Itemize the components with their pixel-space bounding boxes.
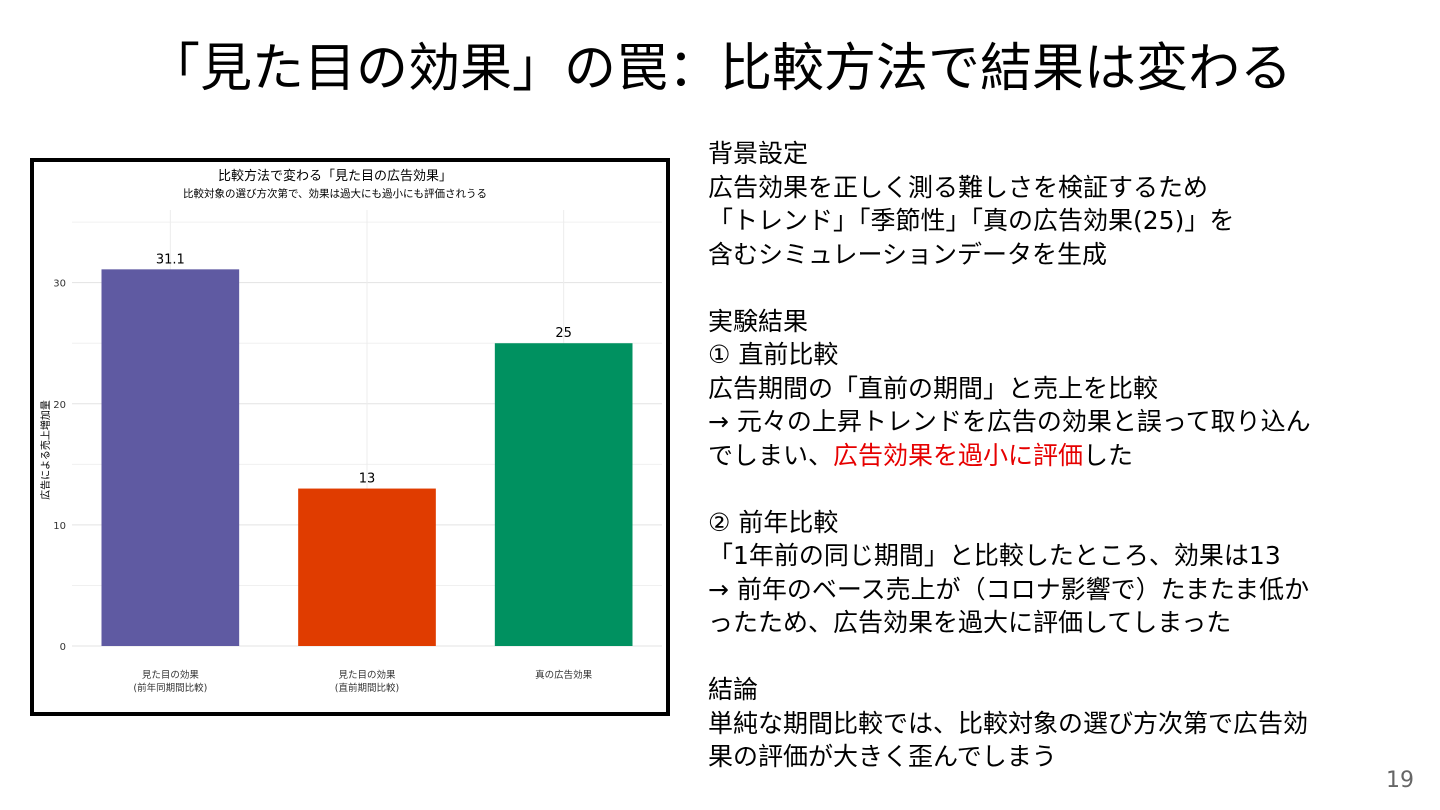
x-category-label: (直前期間比較) [335,682,399,694]
x-category-label: (前年同期間比較) [133,682,207,694]
result-1-line-1: 広告期間の「直前の期間」と売上を比較 [708,373,1159,403]
bar-chart: 比較方法で変わる「見た目の広告効果」 比較対象の選び方次第で、効果は過大にも過小… [39,168,662,694]
conclusion-line-1: 単純な期間比較では、比較対象の選び方次第で広告効 [708,708,1309,738]
conclusion-line-2: 果の評価が大きく歪んでしまう [708,742,1057,771]
result-1-line-3-post: した [1083,440,1134,470]
result-2-heading: ② 前年比較 [708,507,839,537]
background-heading: 背景設定 [708,139,809,168]
page-number: 19 [1386,768,1414,793]
spacer [708,472,1408,506]
y-tick-label: 30 [53,279,66,290]
result-1-line-2: → 元々の上昇トレンドを広告の効果と誤って取り込ん [708,407,1311,436]
body-text: 背景設定 広告効果を正しく測る難しさを検証するため 「トレンド」「季節性」「真の… [708,137,1408,774]
underestimate-highlight: 広告効果を過小に評価 [833,440,1084,470]
x-category-label: 見た目の効果 [338,669,396,681]
x-categories: 見た目の効果(前年同期間比較)見た目の効果(直前期間比較)真の広告効果 [133,669,592,694]
data-label: 13 [359,472,376,487]
y-tick-label: 0 [60,642,66,653]
result-2-line-1: 「1年前の同じ期間」と比較したところ、効果は13 [708,541,1281,570]
result-1-line-3: でしまい、広告効果を過小に評価した [708,439,1408,473]
chart-title: 比較方法で変わる「見た目の広告効果」 [218,168,452,184]
bar [494,343,633,646]
data-label: 25 [555,326,572,341]
x-category-label: 真の広告効果 [535,669,593,681]
result-1-heading: ① 直前比較 [708,340,839,369]
bar [101,269,240,646]
data-labels: 31.1 13 25 [156,252,572,486]
spacer [708,640,1408,674]
background-line-2: 「トレンド」「季節性」「真の広告効果(25)」を [708,206,1235,235]
y-ticks: 0 10 20 30 [53,279,66,653]
spacer [708,271,1408,305]
y-tick-label: 20 [53,400,66,411]
chart-subtitle: 比較対象の選び方次第で、効果は過大にも過小にも評価されうる [183,187,487,200]
result-2-line-3: ったため、広告効果を過大に評価してしまった [708,608,1232,637]
conclusion-heading: 結論 [708,675,759,704]
slide-title: 「見た目の効果」の罠：比較方法で結果は変わる [147,39,1292,99]
y-axis-label: 広告による売上増加量 [39,400,52,500]
background-line-1: 広告効果を正しく測る難しさを検証するため [708,172,1209,202]
data-label: 31.1 [156,252,185,267]
bars [101,269,633,646]
results-heading: 実験結果 [708,306,809,336]
y-tick-label: 10 [53,521,66,532]
chart-frame: 比較方法で変わる「見た目の広告効果」 比較対象の選び方次第で、効果は過大にも過小… [30,158,670,716]
result-1-line-3-pre: でしまい、 [708,440,834,470]
bar [298,488,436,646]
result-2-line-2: → 前年のベース売上が（コロナ影響で）たまたま低か [708,574,1310,604]
background-line-3: 含むシミュレーションデータを生成 [708,239,1108,269]
x-category-label: 見た目の効果 [142,669,200,681]
